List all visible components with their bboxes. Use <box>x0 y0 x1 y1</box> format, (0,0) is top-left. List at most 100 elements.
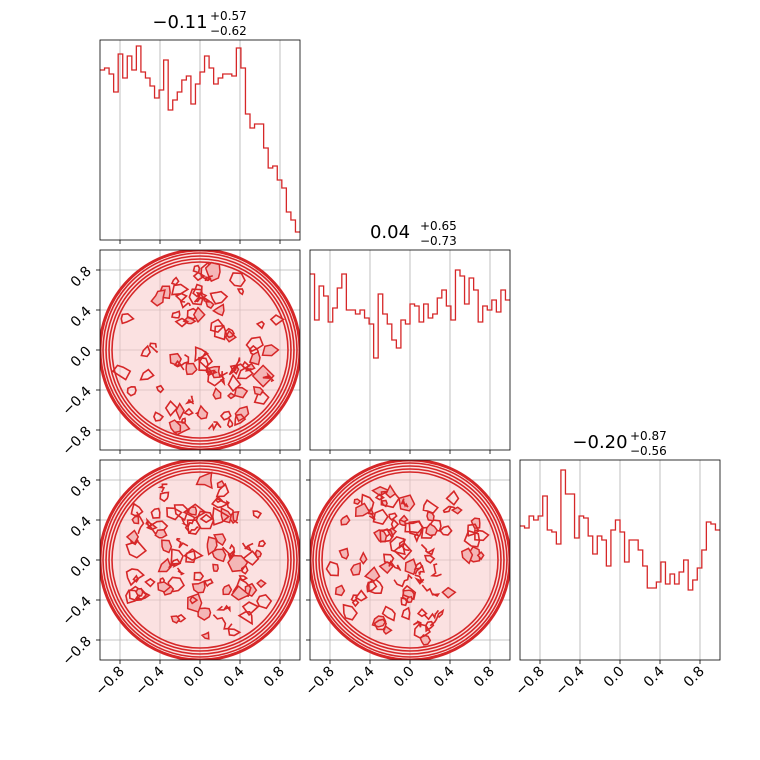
contour-ring-0-4 <box>111 261 289 439</box>
contour-ring-1-2 <box>105 465 295 655</box>
contour-line-0-5 <box>228 364 239 376</box>
contour-fragment-1-40 <box>135 587 144 597</box>
contour-fragment-0-20 <box>204 301 215 310</box>
contour-fragment-0-12 <box>226 417 234 429</box>
contour-fragment-2-7 <box>366 580 378 593</box>
contour-fragment-1-52 <box>125 568 146 587</box>
hist-grid-2 <box>539 460 701 660</box>
contour-fragment-1-17 <box>125 589 142 605</box>
contour-fragment-2-49 <box>354 502 371 518</box>
contour-fragment-2-62 <box>416 608 428 618</box>
contour-fragment-2-34 <box>404 558 417 576</box>
y-tick-label-c1-3: 0.4 <box>68 513 95 540</box>
contour-line-2-4 <box>398 537 410 552</box>
contour-fragment-0-24 <box>253 391 270 405</box>
contour-line-0-2 <box>148 342 159 354</box>
contour-line-1-13 <box>216 604 231 613</box>
contour-fragment-1-69 <box>206 536 218 556</box>
contour-fragment-1-15 <box>257 539 267 548</box>
histogram-2 <box>520 469 720 591</box>
contour-fragment-1-23 <box>193 571 205 581</box>
contour-line-1-9 <box>145 517 153 529</box>
contour-fragment-0-69 <box>150 289 166 307</box>
contour-line-2-8 <box>421 584 441 598</box>
contour-layer-1 <box>100 460 300 660</box>
contour-fragment-0-64 <box>245 336 264 353</box>
contour-fragment-0-45 <box>226 392 237 400</box>
contour-line-2-3 <box>420 543 435 556</box>
y-tick-label-c0-2: 0.0 <box>68 344 95 371</box>
y-tick-label-c0-4: 0.8 <box>68 264 95 291</box>
contour-fragment-0-2 <box>185 362 198 376</box>
contour-fragment-1-25 <box>132 574 139 583</box>
contour-line-1-7 <box>212 614 233 630</box>
param-title-upper-0: +0.57 <box>210 9 247 23</box>
contour-fragment-0-33 <box>252 386 264 396</box>
contour-line-0-9 <box>196 295 211 303</box>
contour-fragment-1-33 <box>186 592 203 613</box>
contour-fragment-2-63 <box>413 623 432 639</box>
contour-fragment-1-31 <box>238 575 249 581</box>
x-tick-label-h2-2: 0.0 <box>601 664 628 691</box>
contour-line-1-6 <box>227 543 236 560</box>
contour-fragment-0-67 <box>248 350 261 366</box>
contour-fragment-0-31 <box>233 386 249 399</box>
hist-grid-1 <box>329 250 491 450</box>
contour-layer-0 <box>100 250 300 450</box>
contour-fragment-0-66 <box>181 417 187 424</box>
contour-fragment-0-34 <box>251 364 275 388</box>
contour-fragment-2-31 <box>363 566 381 582</box>
param-title-2: −0.20 <box>572 432 627 453</box>
contour-line-0-10 <box>207 421 222 432</box>
density-disk-1 <box>102 462 298 658</box>
contour-ring-1-1 <box>102 462 298 658</box>
contour-fragment-2-40 <box>371 485 391 497</box>
contour-fragment-2-46 <box>379 528 394 543</box>
contour-fragment-2-44 <box>340 514 351 526</box>
contour-fragment-1-44 <box>189 595 199 605</box>
contour-fragment-0-56 <box>234 413 247 427</box>
contour-ring-2-1 <box>312 462 508 658</box>
contour-fragment-0-60 <box>153 411 165 422</box>
contour-fragment-1-50 <box>215 482 230 498</box>
contour-ring-2-3 <box>318 468 502 652</box>
param-title-0: −0.11 <box>152 12 207 33</box>
param-title-1: 0.04 <box>370 222 410 243</box>
contour-fragment-2-21 <box>423 554 436 564</box>
contour-line-0-7 <box>233 357 252 371</box>
contour-fragment-2-42 <box>439 525 453 536</box>
histogram-1 <box>310 269 510 359</box>
contour-fragment-2-52 <box>353 498 362 505</box>
contour-line-1-10 <box>167 558 182 569</box>
contour-fragment-2-35 <box>325 560 340 577</box>
contour-fragment-0-1 <box>170 276 180 286</box>
contour-line-1-8 <box>181 517 196 528</box>
histogram-0 <box>100 45 300 233</box>
contour-fragment-1-53 <box>199 513 214 524</box>
contour-fragment-1-63 <box>187 506 198 516</box>
contour-fragment-0-63 <box>111 364 132 381</box>
contour-fragment-2-8 <box>381 605 396 622</box>
contour-fragment-0-47 <box>228 272 246 288</box>
param-title-lower-1: −0.73 <box>420 234 457 248</box>
param-title-upper-1: +0.65 <box>420 219 457 233</box>
x-tick-label-c2-1: −0.4 <box>342 663 377 698</box>
contour-ring-0-2 <box>105 255 295 445</box>
contour-fragment-2-57 <box>388 512 398 521</box>
contour-fragment-1-22 <box>195 510 215 530</box>
contour-fragment-0-32 <box>236 366 255 380</box>
contour-fragment-1-55 <box>203 578 214 588</box>
contour-fragment-2-32 <box>373 618 387 631</box>
contour-fragment-0-25 <box>139 368 155 381</box>
param-title-upper-2: +0.87 <box>630 429 667 443</box>
contour-fragment-0-10 <box>126 385 137 397</box>
contour-ring-2-2 <box>315 465 505 655</box>
contour-fragment-0-6 <box>183 407 194 416</box>
contour-fragment-0-50 <box>192 271 206 282</box>
contour-ring-1-3 <box>108 468 292 652</box>
y-tick-label-c0-3: 0.4 <box>68 303 95 330</box>
contour-fragment-2-17 <box>390 518 400 531</box>
contour-fragment-2-59 <box>351 598 360 608</box>
contour-line-1-0 <box>157 483 168 493</box>
